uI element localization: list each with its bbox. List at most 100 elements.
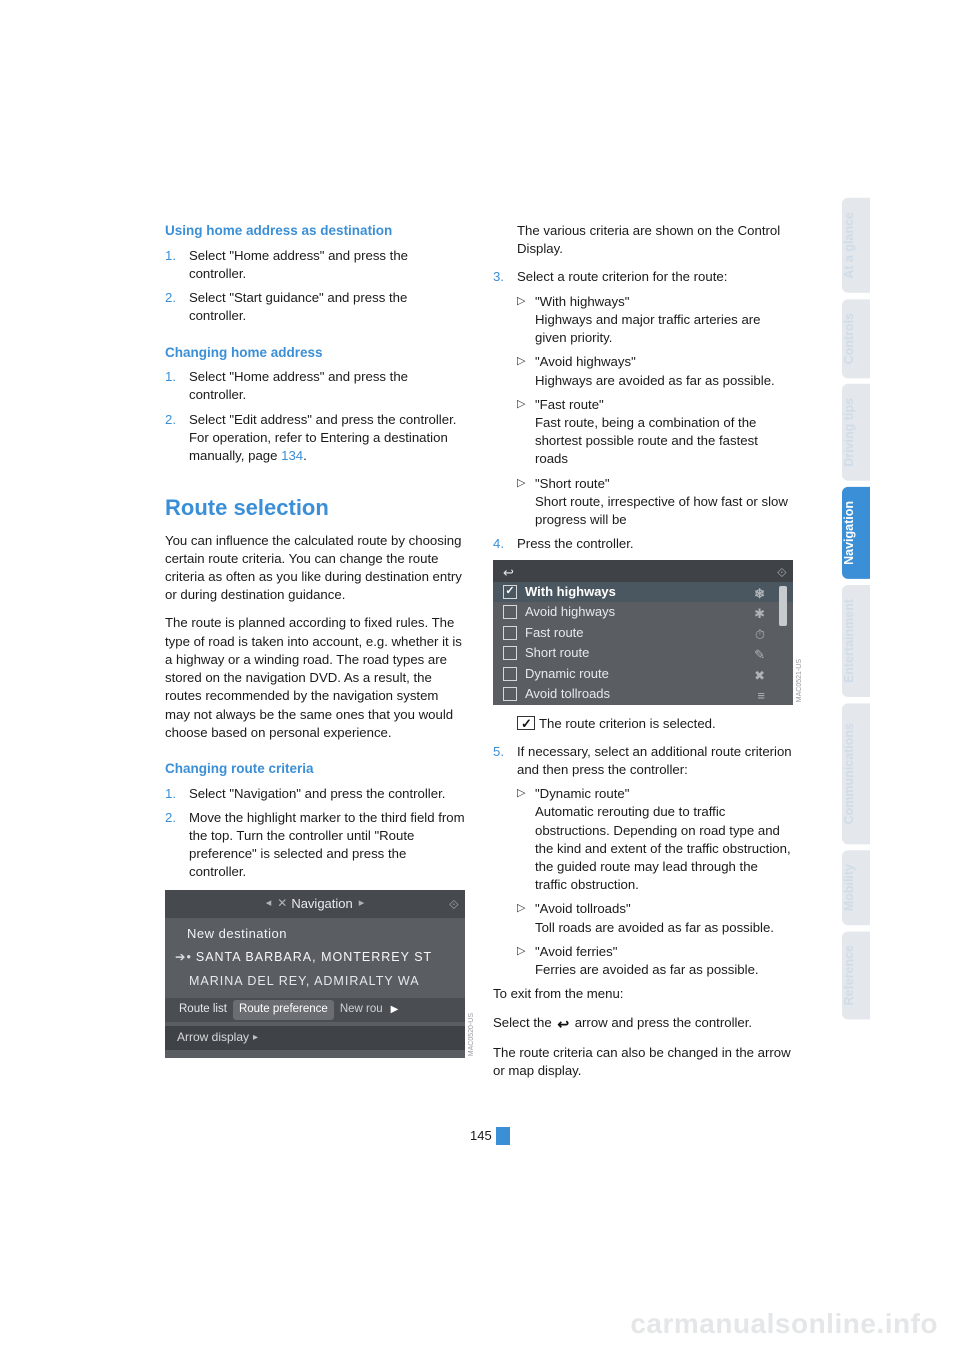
scrollbar (779, 586, 787, 626)
checkbox-icon (503, 667, 517, 681)
list-text: Select a route criterion for the route: (517, 269, 727, 284)
fast-route-icon: ⏱ (755, 626, 765, 644)
checkbox-icon (503, 646, 517, 660)
list-text: Select "Start guidance" and press the co… (189, 290, 407, 323)
list-number: 2. (165, 289, 176, 307)
tab-driving-tips[interactable]: Driving tips (842, 384, 870, 481)
screenshot-destination-1: ➔•SANTA BARBARA, MONTERREY ST (165, 946, 465, 970)
paragraph: The route is planned according to fixed … (165, 614, 465, 742)
triangle-right-icon: ▸ (253, 1031, 258, 1045)
criterion-item: "Short route"Short route, irrespective o… (517, 475, 793, 530)
paragraph: You can influence the calculated route b… (165, 532, 465, 605)
criteria-row: Dynamic route✖ (493, 664, 793, 685)
controller-icon: ⟐ (449, 896, 459, 914)
screenshot-new-destination: New destination (165, 922, 465, 946)
short-route-icon: ✎ (754, 646, 765, 664)
checked-box-icon (517, 716, 535, 730)
tollroad-icon: ≡ (757, 687, 765, 705)
screenshot-destination-2: MARINA DEL REY, ADMIRALTY WA (165, 970, 465, 994)
screenshot-bottom-row: Arrow display▸ (165, 1026, 465, 1050)
list-item: 4. Press the controller. (493, 535, 793, 553)
last-paragraph: The route criteria can also be changed i… (493, 1044, 793, 1080)
criterion-item: "Avoid ferries"Ferries are avoided as fa… (517, 943, 793, 979)
tab-mobility[interactable]: Mobility (842, 850, 870, 925)
avoid-highway-icon: ✱ (754, 605, 765, 623)
image-code: MAC0520-US (467, 1013, 477, 1056)
checkbox-icon (503, 605, 517, 619)
tab-new-route-cut: New rou (334, 1000, 389, 1020)
tab-controls[interactable]: Controls (842, 299, 870, 378)
criterion-item: "Fast route"Fast route, being a combinat… (517, 396, 793, 469)
checkbox-icon (503, 626, 517, 640)
criteria-list: "With highways"Highways and major traffi… (517, 293, 793, 530)
criteria-list-2: "Dynamic route"Automatic rerouting due t… (517, 785, 793, 979)
tab-navigation[interactable]: Navigation (842, 487, 870, 579)
tab-at-a-glance[interactable]: At a glance (842, 198, 870, 293)
criterion-item: "Dynamic route"Automatic rerouting due t… (517, 785, 793, 894)
criterion-item: "Avoid tollroads"Toll roads are avoided … (517, 900, 793, 936)
criterion-item: "Avoid highways"Highways are avoided as … (517, 353, 793, 389)
tab-communications[interactable]: Communications (842, 703, 870, 844)
page-number-bar (496, 1127, 510, 1145)
continuation-text: The various criteria are shown on the Co… (493, 222, 793, 258)
list-change-criteria: 1. Select "Navigation" and press the cont… (165, 785, 465, 882)
checkbox-icon (503, 687, 517, 701)
screenshot-topbar: ◂ ✕ Navigation ▸ ⟐ (165, 890, 465, 918)
criteria-row: Avoid highways✱ (493, 602, 793, 623)
tab-reference[interactable]: Reference (842, 931, 870, 1019)
list-additional-criterion: 5. If necessary, select an additional ro… (493, 743, 793, 980)
right-column: The various criteria are shown on the Co… (493, 222, 793, 1090)
list-number: 4. (493, 535, 504, 553)
triangle-right-icon: ▶ (391, 1003, 399, 1017)
criteria-row-selected: ✓With highways❄ (493, 582, 793, 603)
list-text: Move the highlight marker to the third f… (189, 810, 465, 880)
page-link-134[interactable]: 134 (281, 448, 303, 463)
checkbox-checked-icon: ✓ (503, 585, 517, 599)
tab-entertainment[interactable]: Entertainment (842, 585, 870, 697)
list-number: 2. (165, 411, 176, 429)
list-number: 3. (493, 268, 504, 286)
heading-change-home: Changing home address (165, 344, 465, 363)
list-text: Select "Navigation" and press the contro… (189, 786, 445, 801)
back-arrow-icon: ↩ (503, 564, 514, 582)
heading-change-criteria: Changing route criteria (165, 760, 465, 779)
tab-route-preference: Route preference (233, 1000, 334, 1020)
list-item: 2. Select "Edit address" and press the co… (165, 411, 465, 466)
content-columns: Using home address as destination 1.Sele… (165, 222, 797, 1090)
screenshot-tabs: Route list Route preference New rou▶ (165, 998, 465, 1022)
screenshot-navigation: ◂ ✕ Navigation ▸ ⟐ New destination ➔•SAN… (165, 890, 465, 1058)
list-item: 3. Select a route criterion for the rout… (493, 268, 793, 529)
exit-label: To exit from the menu: (493, 985, 793, 1003)
arrow-left-icon: ◂ (260, 896, 278, 911)
heading-route-selection: Route selection (165, 493, 465, 523)
back-arrow-icon: ↩ (557, 1015, 569, 1034)
criterion-item: "With highways"Highways and major traffi… (517, 293, 793, 348)
dest-prefix-icon: ➔• (175, 949, 192, 966)
screenshot-title: Navigation (291, 895, 352, 913)
screenshot-criteria: ↩ ⟐ ✓With highways❄ Avoid highways✱ Fast… (493, 560, 793, 705)
controller-icon: ⟐ (777, 564, 787, 582)
sat-icon: ✕ (277, 895, 287, 912)
watermark: carmanualsonline.info (630, 1308, 938, 1340)
list-select-criterion: 3. Select a route criterion for the rout… (493, 268, 793, 553)
list-text: Press the controller. (517, 536, 634, 551)
dynamic-route-icon: ✖ (754, 667, 765, 685)
image-code: MAC0521-US (795, 659, 805, 702)
list-text: If necessary, select an additional route… (517, 744, 792, 777)
heading-home-dest: Using home address as destination (165, 222, 465, 241)
list-item: 5. If necessary, select an additional ro… (493, 743, 793, 980)
manual-page: Using home address as destination 1.Sele… (0, 0, 960, 1358)
list-home-dest: 1.Select "Home address" and press the co… (165, 247, 465, 326)
list-item: 1. Select "Navigation" and press the cont… (165, 785, 465, 803)
screenshot-topbar: ↩ ⟐ (493, 560, 793, 582)
list-item: 1.Select "Home address" and press the co… (165, 247, 465, 283)
list-number: 2. (165, 809, 176, 827)
left-column: Using home address as destination 1.Sele… (165, 222, 465, 1090)
list-text: Select "Home address" and press the cont… (189, 369, 408, 402)
list-number: 1. (165, 368, 176, 386)
list-number: 1. (165, 785, 176, 803)
list-text: Select "Edit address" and press the cont… (189, 412, 456, 463)
side-tabs: At a glance Controls Driving tips Naviga… (842, 198, 872, 1026)
page-number: 145 (470, 1127, 510, 1145)
exit-instruction: Select the ↩ arrow and press the control… (493, 1014, 793, 1034)
